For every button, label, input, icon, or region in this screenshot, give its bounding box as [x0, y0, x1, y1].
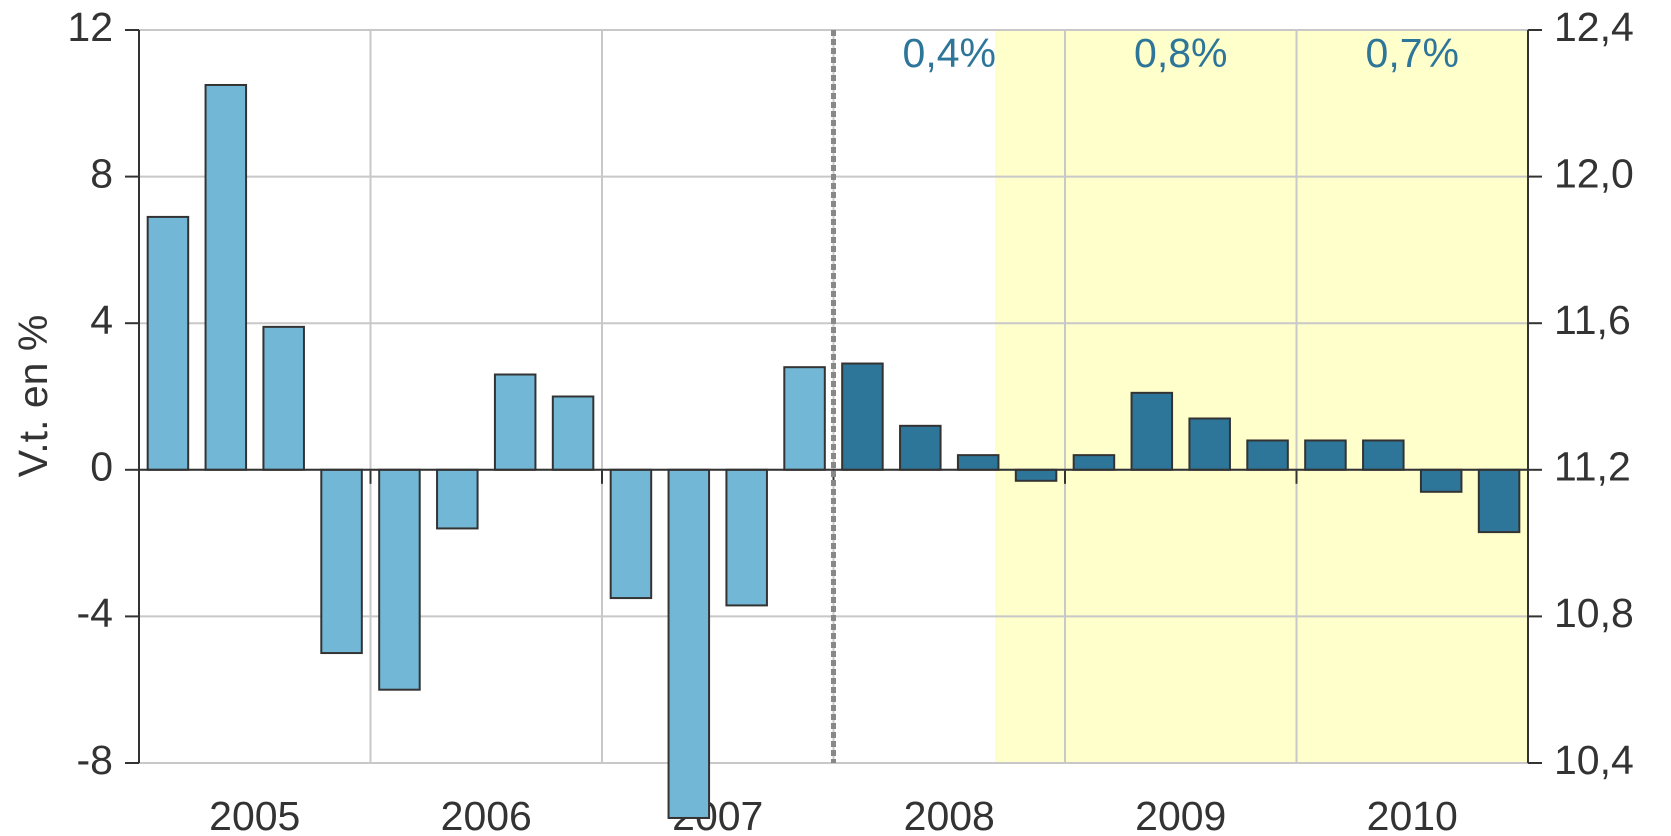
annotation: 0,7%	[1366, 30, 1459, 76]
bar	[146, 215, 190, 471]
bar	[899, 424, 942, 471]
bar	[1304, 439, 1347, 471]
bar	[1188, 417, 1231, 471]
y-tick-label: 8	[90, 150, 113, 196]
y2-tick-label: 10,8	[1554, 590, 1634, 636]
annotation: 0,4%	[903, 30, 996, 76]
bar	[1246, 439, 1289, 471]
bar	[1014, 468, 1058, 482]
bar	[436, 468, 479, 530]
y2-tick-label: 12,4	[1554, 4, 1634, 50]
x-tick-label: 2010	[1367, 793, 1458, 836]
y2-tick-label: 10,4	[1554, 737, 1634, 783]
bar	[378, 468, 421, 691]
y2-tick-label: 11,6	[1554, 297, 1631, 343]
y-tick-label: 12	[67, 4, 113, 50]
y-tick-label: 0	[90, 444, 113, 490]
x-tick-label: 2008	[904, 793, 995, 836]
bar	[1477, 468, 1521, 534]
bar	[493, 373, 537, 471]
bar	[956, 454, 1000, 471]
y-tick-label: 4	[90, 297, 113, 343]
y-tick-label: -8	[77, 737, 113, 783]
bar	[262, 325, 305, 471]
bar	[204, 83, 248, 471]
x-tick-label: 2009	[1135, 793, 1226, 836]
x-tick-label: 2006	[441, 793, 532, 836]
bar	[1362, 439, 1405, 471]
forecast-shade	[995, 30, 1528, 763]
bar	[783, 366, 826, 471]
y-axis-label: V.t. en %	[10, 315, 56, 478]
y2-tick-label: 12,0	[1554, 150, 1634, 196]
bar	[841, 362, 884, 471]
bar	[1130, 391, 1174, 471]
bar	[609, 468, 653, 600]
bar	[1419, 468, 1463, 493]
annotation: 0,8%	[1134, 30, 1227, 76]
bar	[667, 468, 711, 819]
bar	[551, 395, 595, 471]
y2-tick-label: 11,2	[1554, 444, 1631, 490]
x-tick-label: 2005	[209, 793, 300, 836]
bar	[320, 468, 363, 655]
y-tick-label: -4	[77, 590, 113, 636]
bar	[725, 468, 768, 607]
bar	[1072, 454, 1116, 471]
